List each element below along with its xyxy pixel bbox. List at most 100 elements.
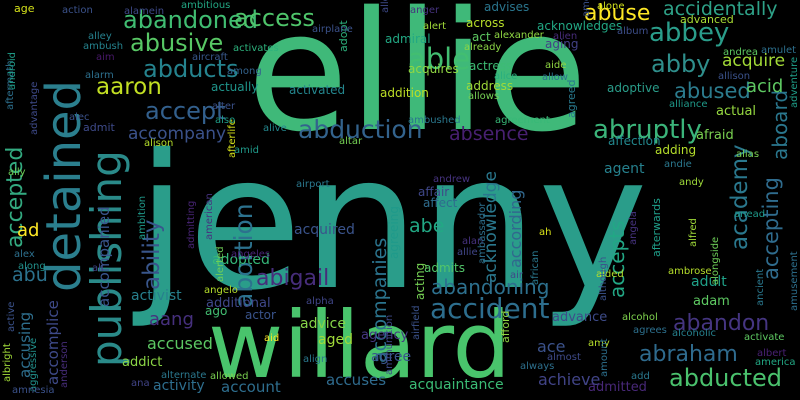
word: ancient xyxy=(755,268,766,306)
word: abusive xyxy=(130,29,224,57)
word: abducted xyxy=(669,364,782,392)
word: align xyxy=(303,354,328,365)
word: abigail xyxy=(256,266,330,291)
word: airfield xyxy=(411,305,422,340)
word: alpha xyxy=(306,296,334,307)
word: abused xyxy=(674,79,751,103)
word: afterwards xyxy=(650,198,663,257)
word: android xyxy=(7,52,18,90)
word: add xyxy=(631,371,650,382)
word: additional xyxy=(206,296,271,311)
word: abducts xyxy=(143,55,239,83)
word: action xyxy=(62,5,93,16)
word: alley xyxy=(88,31,112,42)
word: activated xyxy=(289,83,346,97)
word: address xyxy=(466,79,514,93)
word: alongside xyxy=(710,236,721,285)
word: academy xyxy=(727,144,753,250)
word: able xyxy=(408,42,471,76)
word: alive xyxy=(263,123,287,134)
word: age xyxy=(14,2,35,15)
word: amusement xyxy=(789,251,800,311)
word: accompany xyxy=(128,124,227,144)
word: alone xyxy=(597,1,625,12)
word: andie xyxy=(664,159,692,170)
word: albright xyxy=(2,343,13,382)
word: allowed xyxy=(210,371,249,382)
word: albert xyxy=(757,348,787,359)
word: admitted xyxy=(588,380,647,395)
word: ellie xyxy=(247,0,588,168)
word: affair xyxy=(418,185,450,199)
word: jenny xyxy=(136,114,648,331)
word: allow xyxy=(542,72,568,83)
word: affection xyxy=(608,134,661,148)
word: amnesia xyxy=(12,385,55,396)
word: alan xyxy=(462,236,484,247)
word: acquire xyxy=(722,51,786,71)
word: abe xyxy=(409,215,445,237)
word: advance xyxy=(552,310,608,325)
word: alice xyxy=(494,71,518,82)
word: ambrose xyxy=(668,266,712,277)
word: willard xyxy=(208,292,511,399)
word: activate xyxy=(744,332,785,343)
word: already xyxy=(464,42,502,53)
word: air xyxy=(510,270,524,281)
word: alamein xyxy=(124,6,165,17)
word: advanced xyxy=(680,13,734,26)
word: allows xyxy=(468,91,500,102)
word: ago xyxy=(205,304,228,318)
word: amy xyxy=(588,338,610,349)
word: andrew xyxy=(433,174,471,185)
word: acquired xyxy=(294,222,355,238)
word: ally xyxy=(8,167,26,178)
word: ammunition xyxy=(384,314,395,375)
word: aged xyxy=(318,332,353,348)
word: alternate xyxy=(161,370,207,381)
word: afraid xyxy=(696,128,734,143)
word: aggressive xyxy=(28,337,39,392)
word: aide xyxy=(545,60,567,71)
word: adopted xyxy=(212,252,270,268)
word: american xyxy=(204,193,215,240)
word: agreement xyxy=(495,115,550,126)
word: acquaintance xyxy=(409,377,504,393)
word: alert xyxy=(423,21,447,32)
word: adding xyxy=(655,143,697,157)
word: amends xyxy=(581,0,592,17)
word: abduction xyxy=(298,115,423,144)
word: agrees xyxy=(633,325,667,336)
word: accept xyxy=(145,97,226,125)
word: amount xyxy=(599,338,610,377)
word: ah xyxy=(539,227,552,238)
word: aboard xyxy=(768,89,792,160)
word: ambushed xyxy=(408,115,461,126)
word: angelo xyxy=(204,285,238,296)
word: although xyxy=(598,256,609,301)
word: alerted xyxy=(215,246,226,282)
word: affect xyxy=(423,196,458,210)
word: andrea xyxy=(723,47,758,58)
word: accidentally xyxy=(663,0,778,20)
word: alias xyxy=(736,149,760,160)
word: accused xyxy=(147,334,213,353)
word: ali xyxy=(92,263,104,274)
word: abu xyxy=(12,264,48,286)
word: abruptly xyxy=(593,115,702,145)
word: angeles xyxy=(231,249,271,260)
word: also xyxy=(215,115,236,126)
word: advice xyxy=(300,316,346,332)
word: aim xyxy=(96,52,115,63)
word: airport xyxy=(296,179,330,190)
word: among xyxy=(227,66,262,77)
word: abandoned xyxy=(123,6,258,34)
word: ambition xyxy=(137,195,148,240)
word: alison xyxy=(144,138,174,149)
word: admiral xyxy=(385,32,431,46)
word: aang xyxy=(149,309,194,330)
word: agreed xyxy=(565,79,578,118)
word: admits xyxy=(424,261,465,275)
word: access xyxy=(234,4,315,32)
